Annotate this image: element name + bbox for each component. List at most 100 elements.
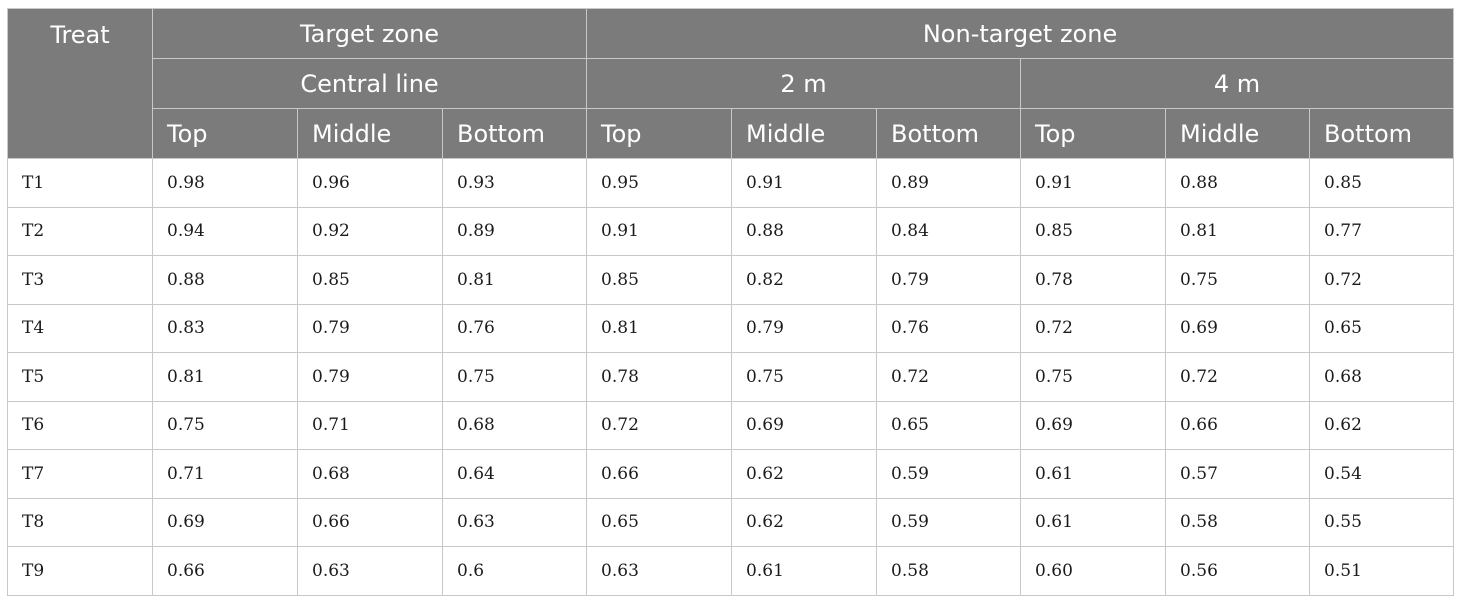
value-cell: 0.55 bbox=[1309, 497, 1455, 547]
value-cell: 0.68 bbox=[1309, 352, 1455, 402]
value-cell: 0.91 bbox=[731, 158, 878, 208]
value-cell: 0.66 bbox=[152, 546, 298, 596]
treat-cell: T8 bbox=[7, 497, 153, 547]
value-cell: 0.75 bbox=[1020, 352, 1167, 402]
value-cell: 0.72 bbox=[1020, 303, 1167, 353]
value-cell: 0.75 bbox=[731, 352, 878, 402]
value-cell: 0.81 bbox=[586, 303, 733, 353]
value-cell: 0.75 bbox=[441, 352, 588, 402]
value-cell: 0.61 bbox=[731, 546, 878, 596]
value-cell: 0.69 bbox=[1020, 400, 1167, 450]
value-cell: 0.88 bbox=[152, 255, 298, 305]
value-cell: 0.71 bbox=[152, 449, 298, 499]
value-cell: 0.58 bbox=[1165, 497, 1311, 547]
value-cell: 0.79 bbox=[297, 303, 443, 353]
table-row: T4 0.83 0.79 0.76 0.81 0.79 0.76 0.72 0.69 0.65 bbox=[7, 303, 1455, 353]
header-position: Middle bbox=[731, 108, 878, 159]
value-cell: 0.98 bbox=[152, 158, 298, 208]
value-cell: 0.77 bbox=[1309, 206, 1455, 256]
value-cell: 0.63 bbox=[441, 497, 588, 547]
table-row: T7 0.71 0.68 0.64 0.66 0.62 0.59 0.61 0.57 0.54 bbox=[7, 449, 1455, 499]
value-cell: 0.76 bbox=[441, 303, 588, 353]
value-cell: 0.63 bbox=[297, 546, 443, 596]
value-cell: 0.64 bbox=[441, 449, 588, 499]
header-non-target-zone: Non-target zone bbox=[586, 8, 1455, 59]
value-cell: 0.68 bbox=[441, 400, 588, 450]
treat-cell: T1 bbox=[7, 158, 153, 208]
treat-cell: T5 bbox=[7, 352, 153, 402]
value-cell: 0.60 bbox=[1020, 546, 1167, 596]
value-cell: 0.54 bbox=[1309, 449, 1455, 499]
header-target-zone: Target zone bbox=[151, 8, 588, 59]
treat-cell: T9 bbox=[7, 546, 153, 596]
header-row-zones: Treat Target zone Non-target zone bbox=[7, 8, 1455, 159]
value-cell: 0.65 bbox=[1309, 303, 1455, 353]
value-cell: 0.51 bbox=[1309, 546, 1455, 596]
value-cell: 0.76 bbox=[876, 303, 1022, 353]
value-cell: 0.81 bbox=[152, 352, 298, 402]
value-cell: 0.69 bbox=[731, 400, 878, 450]
header-position: Middle bbox=[297, 108, 443, 159]
value-cell: 0.85 bbox=[1309, 158, 1455, 208]
value-cell: 0.88 bbox=[731, 206, 878, 256]
header-position: Middle bbox=[1165, 108, 1311, 159]
table-header: Treat Target zone Non-target zone Centra… bbox=[7, 8, 1455, 159]
table-body: T1 0.98 0.96 0.93 0.95 0.91 0.89 0.91 0.88 0.85 T2… bbox=[7, 158, 1455, 596]
table-row: T3 0.88 0.85 0.81 0.85 0.82 0.79 0.78 0.75 0.72 bbox=[7, 255, 1455, 305]
treat-cell: T2 bbox=[7, 206, 153, 256]
value-cell: 0.88 bbox=[1165, 158, 1311, 208]
value-cell: 0.78 bbox=[1020, 255, 1167, 305]
value-cell: 0.82 bbox=[731, 255, 878, 305]
value-cell: 0.6 bbox=[441, 546, 588, 596]
value-cell: 0.84 bbox=[876, 206, 1022, 256]
value-cell: 0.78 bbox=[586, 352, 733, 402]
value-cell: 0.68 bbox=[297, 449, 443, 499]
table-row: T1 0.98 0.96 0.93 0.95 0.91 0.89 0.91 0.88 0.85 bbox=[7, 158, 1455, 208]
header-treat: Treat bbox=[7, 8, 153, 159]
value-cell: 0.72 bbox=[1309, 255, 1455, 305]
value-cell: 0.65 bbox=[876, 400, 1022, 450]
header-central-line: Central line bbox=[151, 58, 588, 109]
treat-cell: T3 bbox=[7, 255, 153, 305]
value-cell: 0.72 bbox=[876, 352, 1022, 402]
table-row: T2 0.94 0.92 0.89 0.91 0.88 0.84 0.85 0.81 0.77 bbox=[7, 206, 1455, 256]
value-cell: 0.69 bbox=[152, 497, 298, 547]
header-position: Top bbox=[586, 108, 733, 159]
value-cell: 0.85 bbox=[297, 255, 443, 305]
table-row: T5 0.81 0.79 0.75 0.78 0.75 0.72 0.75 0.72 0.68 bbox=[7, 352, 1455, 402]
value-cell: 0.93 bbox=[441, 158, 588, 208]
value-cell: 0.96 bbox=[297, 158, 443, 208]
value-cell: 0.62 bbox=[731, 449, 878, 499]
value-cell: 0.66 bbox=[586, 449, 733, 499]
value-cell: 0.75 bbox=[1165, 255, 1311, 305]
value-cell: 0.59 bbox=[876, 497, 1022, 547]
data-table: Treat Target zone Non-target zone Centra… bbox=[7, 8, 1455, 596]
value-cell: 0.72 bbox=[1165, 352, 1311, 402]
value-cell: 0.94 bbox=[152, 206, 298, 256]
value-cell: 0.95 bbox=[586, 158, 733, 208]
value-cell: 0.79 bbox=[876, 255, 1022, 305]
value-cell: 0.83 bbox=[152, 303, 298, 353]
treat-cell: T4 bbox=[7, 303, 153, 353]
table-row: T9 0.66 0.63 0.6 0.63 0.61 0.58 0.60 0.56 0.51 bbox=[7, 546, 1455, 596]
value-cell: 0.59 bbox=[876, 449, 1022, 499]
header-position: Bottom bbox=[441, 108, 588, 159]
header-position: Bottom bbox=[876, 108, 1022, 159]
value-cell: 0.61 bbox=[1020, 497, 1167, 547]
value-cell: 0.81 bbox=[1165, 206, 1311, 256]
header-position: Top bbox=[1020, 108, 1167, 159]
value-cell: 0.71 bbox=[297, 400, 443, 450]
value-cell: 0.63 bbox=[586, 546, 733, 596]
value-cell: 0.69 bbox=[1165, 303, 1311, 353]
value-cell: 0.85 bbox=[586, 255, 733, 305]
header-row-locations: Central line 2 m 4 m bbox=[8, 58, 1455, 109]
header-2m: 2 m bbox=[586, 58, 1022, 109]
value-cell: 0.79 bbox=[297, 352, 443, 402]
treat-cell: T7 bbox=[7, 449, 153, 499]
value-cell: 0.91 bbox=[1020, 158, 1167, 208]
value-cell: 0.75 bbox=[152, 400, 298, 450]
value-cell: 0.89 bbox=[441, 206, 588, 256]
value-cell: 0.56 bbox=[1165, 546, 1311, 596]
value-cell: 0.62 bbox=[731, 497, 878, 547]
value-cell: 0.79 bbox=[731, 303, 878, 353]
